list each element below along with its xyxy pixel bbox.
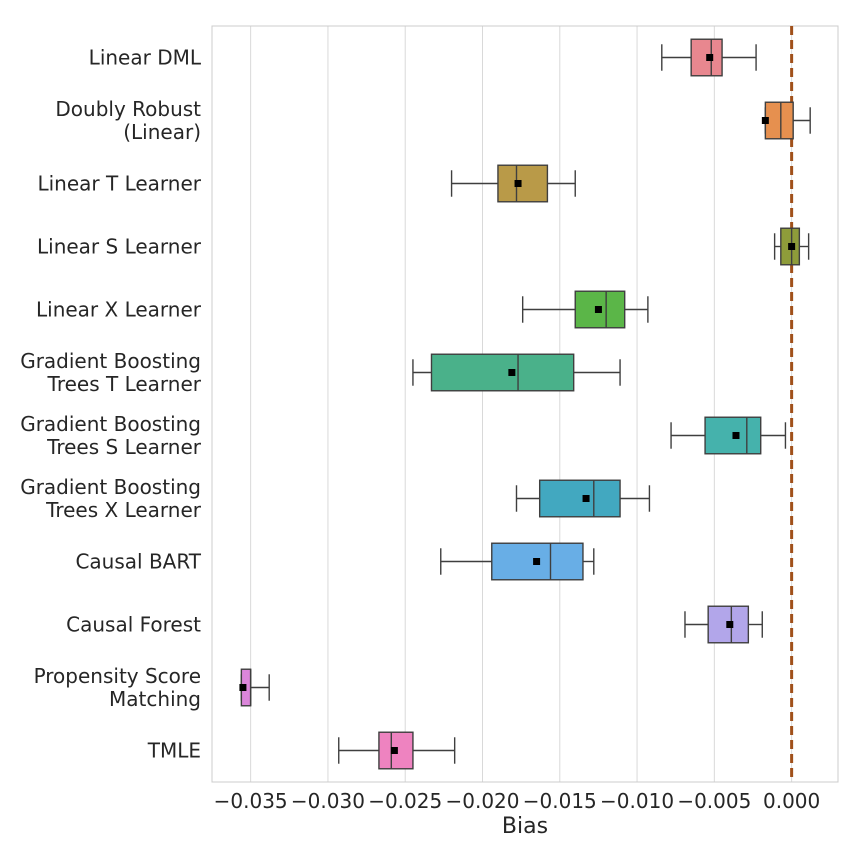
- category-label-line: Linear X Learner: [36, 298, 202, 322]
- x-tick-label: −0.005: [677, 789, 751, 813]
- mean-marker: [732, 432, 740, 439]
- category-label-line: (Linear): [123, 120, 201, 144]
- category-label: Causal Forest: [66, 613, 201, 637]
- category-label-line: Linear DML: [89, 46, 202, 70]
- mean-marker: [594, 306, 602, 313]
- x-tick-label: 0.000: [763, 789, 820, 813]
- grid-lines: [250, 26, 793, 782]
- category-label-line: TMLE: [147, 739, 201, 763]
- mean-marker: [706, 54, 714, 61]
- box-iqr: [378, 731, 414, 770]
- category-label-line: Linear S Learner: [37, 235, 202, 259]
- category-labels: Linear DML Doubly Robust (Linear) Linear T …: [20, 46, 202, 763]
- category-label: Gradient Boosting Trees T Learner: [20, 349, 202, 396]
- x-axis-title: Bias: [502, 814, 548, 839]
- category-label-line: Gradient Boosting: [20, 412, 201, 436]
- mean-marker: [390, 747, 398, 754]
- box-5: [412, 353, 621, 392]
- box-iqr: [704, 416, 762, 455]
- mean-marker: [788, 243, 796, 250]
- mean-marker: [508, 369, 516, 376]
- category-label-line: Doubly Robust: [55, 97, 201, 121]
- x-tick-label: −0.035: [214, 789, 288, 813]
- category-label: Propensity Score Matching: [34, 664, 201, 711]
- x-tick-label: −0.020: [445, 789, 519, 813]
- category-label: Linear T Learner: [37, 172, 201, 196]
- box-10: [239, 668, 270, 707]
- box-11: [338, 731, 456, 770]
- category-label: Causal BART: [75, 550, 201, 574]
- x-tick-label: −0.025: [368, 789, 442, 813]
- category-label-line: Causal Forest: [66, 613, 201, 637]
- category-label-line: Gradient Boosting: [20, 475, 201, 499]
- mean-marker: [761, 117, 769, 124]
- category-label-line: Matching: [109, 687, 201, 711]
- category-label-line: Gradient Boosting: [20, 349, 201, 373]
- box-4: [521, 290, 649, 329]
- box-6: [670, 416, 787, 455]
- category-label: Linear X Learner: [36, 298, 202, 322]
- box-iqr: [497, 164, 549, 203]
- category-label: Linear DML: [89, 46, 202, 70]
- category-label: TMLE: [147, 739, 201, 763]
- x-tick-label: −0.015: [523, 789, 597, 813]
- mean-marker: [533, 558, 541, 565]
- box-iqr: [764, 101, 794, 140]
- x-tick-label: −0.030: [291, 789, 365, 813]
- x-tick-label: −0.010: [600, 789, 674, 813]
- plot-area-frame: [211, 25, 839, 783]
- box-0: [661, 38, 757, 77]
- category-label-line: Propensity Score: [34, 664, 201, 688]
- category-label-line: Linear T Learner: [37, 172, 201, 196]
- box-2: [450, 164, 576, 203]
- boxes-group: [239, 38, 811, 770]
- box-iqr: [538, 479, 621, 518]
- category-label: Gradient Boosting Trees S Learner: [20, 412, 202, 459]
- mean-marker: [726, 621, 734, 628]
- box-3: [773, 227, 810, 266]
- mean-marker: [582, 495, 590, 502]
- category-label-line: Trees T Learner: [47, 372, 202, 396]
- category-label-line: Trees X Learner: [45, 498, 202, 522]
- category-label: Doubly Robust (Linear): [55, 97, 201, 144]
- box-1: [761, 101, 811, 140]
- box-iqr: [430, 353, 575, 392]
- category-label: Linear S Learner: [37, 235, 202, 259]
- box-8: [440, 542, 595, 581]
- mean-marker: [239, 684, 247, 691]
- x-tick-labels: −0.035 −0.030 −0.025 −0.020 −0.015 −0.010 −0.0…: [214, 789, 821, 813]
- category-label: Gradient Boosting Trees X Learner: [20, 475, 202, 522]
- box-7: [515, 479, 651, 518]
- category-label-line: Causal BART: [75, 550, 201, 574]
- mean-marker: [514, 180, 522, 187]
- box-9: [684, 605, 763, 644]
- category-label-line: Trees S Learner: [46, 435, 202, 459]
